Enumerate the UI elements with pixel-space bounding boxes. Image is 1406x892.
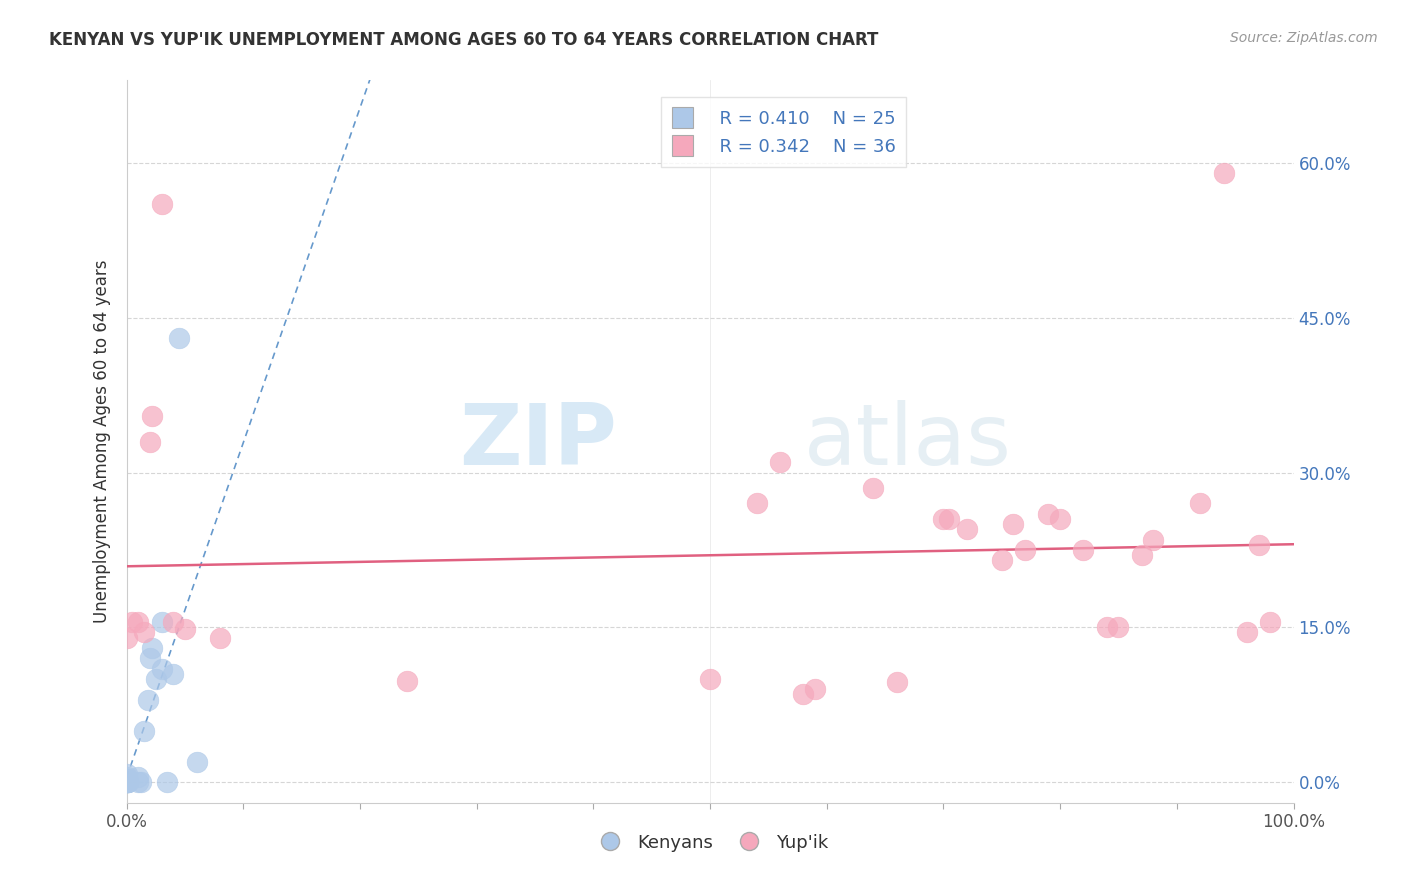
Point <box>127 770 149 784</box>
Point <box>1247 538 1270 552</box>
Point <box>115 767 138 781</box>
Point <box>115 772 138 786</box>
Point <box>1108 620 1130 634</box>
Point <box>150 615 173 630</box>
Point <box>1258 615 1281 630</box>
Point <box>1212 166 1234 180</box>
Text: atlas: atlas <box>803 400 1011 483</box>
Point <box>150 662 173 676</box>
Point <box>990 553 1012 567</box>
Point <box>186 755 208 769</box>
Point <box>932 512 955 526</box>
Point <box>1049 512 1071 526</box>
Point <box>132 723 155 738</box>
Y-axis label: Unemployment Among Ages 60 to 64 years: Unemployment Among Ages 60 to 64 years <box>93 260 111 624</box>
Point <box>1189 496 1212 510</box>
Point <box>769 455 792 469</box>
Point <box>699 672 721 686</box>
Point <box>139 434 162 449</box>
Point <box>141 640 163 655</box>
Point <box>115 775 138 789</box>
Point <box>1095 620 1118 634</box>
Point <box>121 615 143 630</box>
Point <box>115 631 138 645</box>
Point <box>956 522 979 536</box>
Point <box>162 666 184 681</box>
Point <box>1236 625 1258 640</box>
Point <box>162 615 184 630</box>
Point <box>115 775 138 789</box>
Point <box>1014 542 1036 557</box>
Point <box>886 675 908 690</box>
Point <box>745 496 768 510</box>
Point <box>1142 533 1164 547</box>
Point <box>139 651 162 665</box>
Point <box>115 775 138 789</box>
Text: KENYAN VS YUP'IK UNEMPLOYMENT AMONG AGES 60 TO 64 YEARS CORRELATION CHART: KENYAN VS YUP'IK UNEMPLOYMENT AMONG AGES… <box>49 31 879 49</box>
Point <box>132 625 155 640</box>
Point <box>127 775 149 789</box>
Point <box>115 775 138 789</box>
Point <box>167 331 190 345</box>
Point <box>117 775 139 789</box>
Text: ZIP: ZIP <box>458 400 617 483</box>
Point <box>136 692 159 706</box>
Text: Source: ZipAtlas.com: Source: ZipAtlas.com <box>1230 31 1378 45</box>
Point <box>115 775 138 789</box>
Point <box>127 615 149 630</box>
Point <box>804 682 827 697</box>
Point <box>1002 517 1025 532</box>
Point <box>1073 542 1095 557</box>
Point <box>395 673 418 688</box>
Point <box>115 770 138 784</box>
Point <box>792 687 814 701</box>
Point <box>174 623 197 637</box>
Point <box>208 631 231 645</box>
Point <box>115 772 138 786</box>
Point <box>129 775 152 789</box>
Point <box>150 197 173 211</box>
Point <box>141 409 163 423</box>
Point <box>862 481 884 495</box>
Point <box>145 672 167 686</box>
Legend: Kenyans, Yup'ik: Kenyans, Yup'ik <box>585 826 835 859</box>
Point <box>1130 548 1153 562</box>
Point <box>938 512 960 526</box>
Point <box>156 775 179 789</box>
Point <box>117 775 139 789</box>
Point <box>1038 507 1060 521</box>
